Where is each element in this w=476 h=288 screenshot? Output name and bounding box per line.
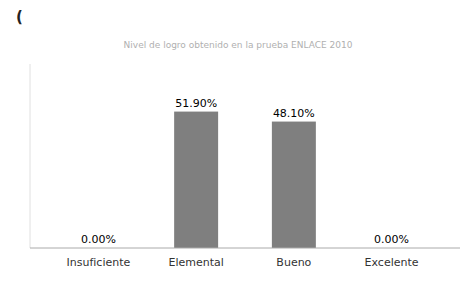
chart-svg: ( Nivel de logro obtenido en la prueba EN… <box>0 0 476 288</box>
chart-container: ( Nivel de logro obtenido en la prueba EN… <box>0 0 476 288</box>
bars <box>174 112 316 248</box>
data-label: 0.00% <box>374 233 409 246</box>
x-tick-label: Elemental <box>168 256 223 269</box>
data-label: 51.90% <box>175 97 217 110</box>
bar <box>272 122 316 248</box>
data-label: 48.10% <box>273 107 315 120</box>
x-tick-label: Bueno <box>276 256 311 269</box>
data-label: 0.00% <box>81 233 116 246</box>
x-tick-label: Excelente <box>365 256 419 269</box>
x-axis-line <box>30 248 460 249</box>
chart-subtitle: Nivel de logro obtenido en la prueba ENL… <box>124 40 353 50</box>
x-tick-label: Insuficiente <box>67 256 131 269</box>
chart-title: ( <box>16 8 23 26</box>
y-axis-line <box>30 64 31 248</box>
bar <box>174 112 218 248</box>
